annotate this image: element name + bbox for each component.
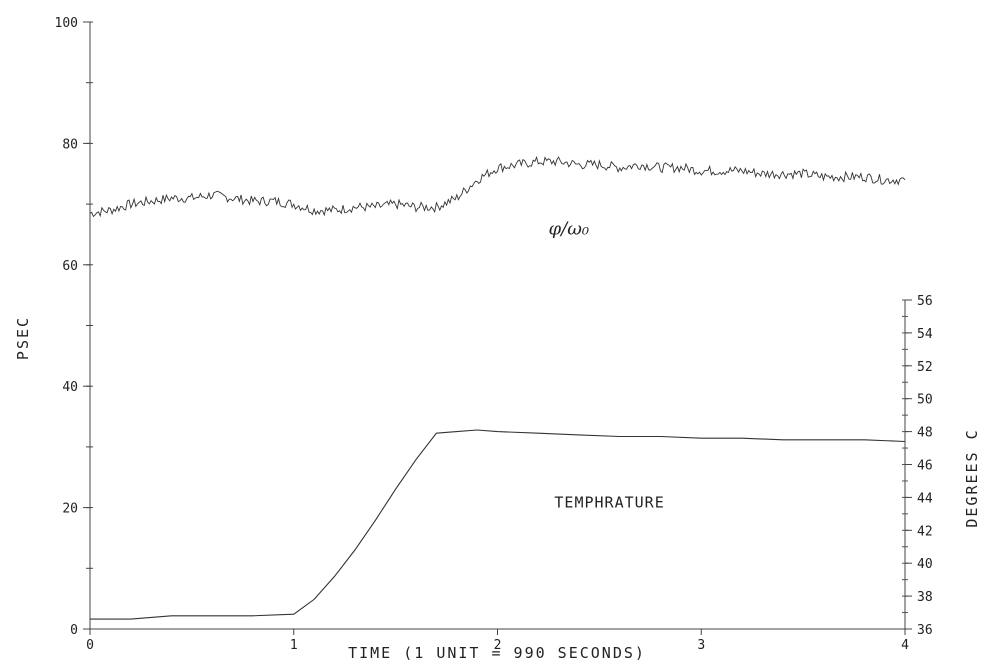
x-tick-label: 1 — [290, 638, 298, 653]
y-tick-label: 40 — [62, 380, 78, 395]
y-tick-label: 0 — [70, 623, 78, 638]
series-layer — [89, 155, 906, 620]
y-tick-label: 20 — [62, 502, 78, 517]
annotation-phase-label: φ/ω₀ — [549, 218, 590, 239]
y2-tick-label: 40 — [917, 557, 933, 572]
y2-tick-label: 38 — [917, 590, 933, 605]
y-tick-label: 100 — [55, 16, 78, 31]
y2-tick-label: 52 — [917, 360, 933, 375]
left-axis-ticks: 0 20 40 60 80 100 — [55, 16, 93, 638]
y2-tick-label: 44 — [917, 491, 933, 506]
y-tick-label: 60 — [62, 259, 78, 274]
y2-tick-label: 54 — [917, 327, 933, 342]
y2-tick-label: 42 — [917, 524, 933, 539]
y-axis-title: PSEC — [14, 316, 32, 360]
x-axis-title: TIME (1 UNIT = 990 SECONDS) — [348, 644, 646, 662]
x-axis-ticks: 0 1 2 3 4 — [86, 629, 909, 653]
y2-tick-label: 56 — [917, 294, 933, 309]
x-tick-label: 0 — [86, 638, 94, 653]
left-axis: 0 20 40 60 80 100 — [55, 16, 93, 638]
y2-tick-label: 46 — [917, 459, 933, 474]
x-tick-label: 4 — [901, 638, 909, 653]
right-axis-ticks: 36 38 40 42 44 46 48 50 52 54 56 — [902, 294, 933, 638]
x-tick-label: 2 — [494, 638, 502, 653]
annotation-layer: φ/ω₀ TEMPHRATURE — [549, 218, 664, 512]
x-axis: 0 1 2 3 4 — [86, 628, 909, 653]
series-temperature-line — [90, 429, 906, 620]
x-tick-label: 3 — [697, 638, 705, 653]
series-phase-line — [89, 155, 906, 218]
y2-axis-title: DEGREES C — [963, 428, 981, 527]
y2-tick-label: 48 — [917, 426, 933, 441]
y-tick-label: 80 — [62, 137, 78, 152]
annotation-temperature-label: TEMPHRATURE — [554, 494, 664, 512]
y2-tick-label: 50 — [917, 393, 933, 408]
y2-tick-label: 36 — [917, 623, 933, 638]
right-axis: 36 38 40 42 44 46 48 50 52 54 56 — [902, 294, 933, 638]
